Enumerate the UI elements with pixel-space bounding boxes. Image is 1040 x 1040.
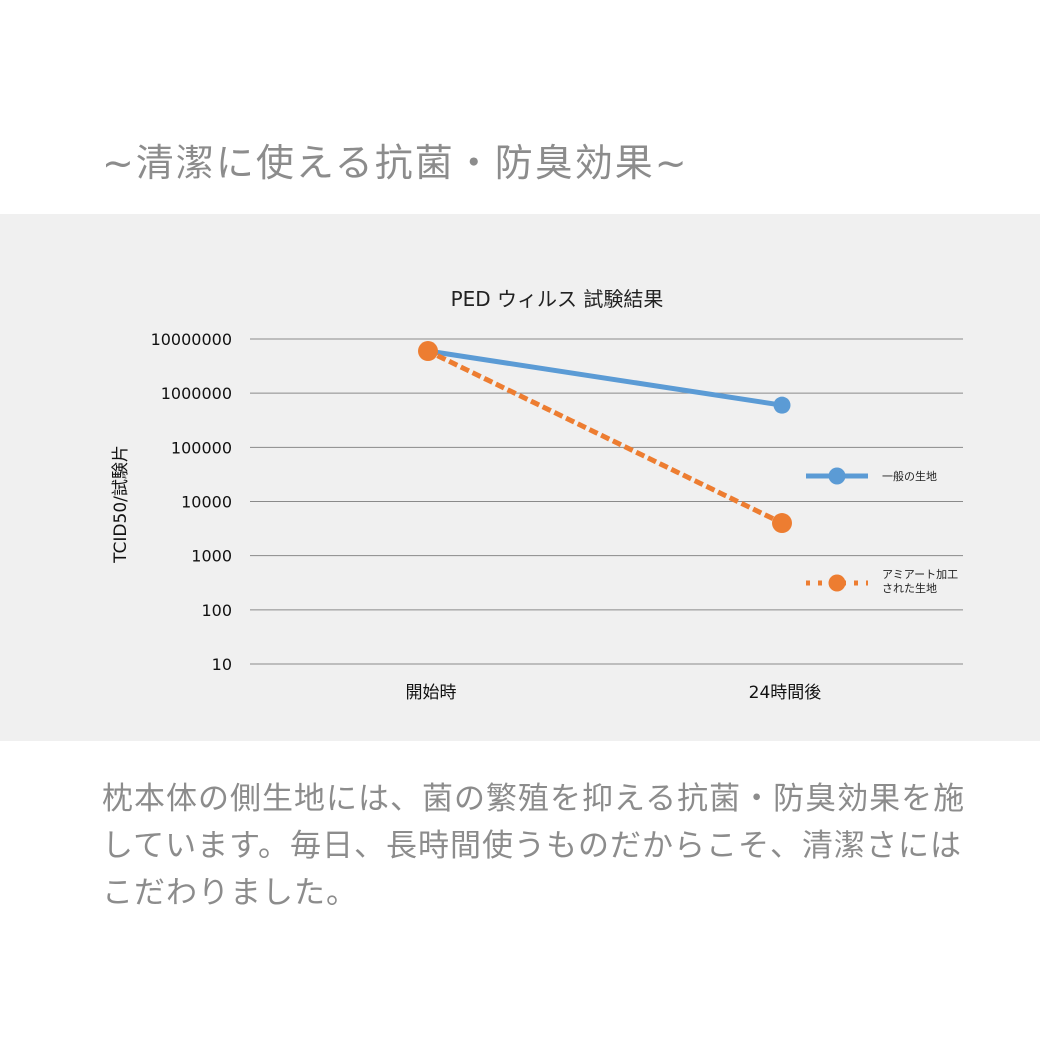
legend-label: された生地 [882, 581, 937, 595]
y-tick-label: 10000000 [151, 330, 232, 349]
description-text: 枕本体の側生地には、菌の繁殖を抑える抗菌・防臭効果を施しています。毎日、長時間使… [102, 781, 966, 911]
series-line [424, 347, 786, 527]
y-axis-label: TCID50/試験片 [111, 445, 131, 564]
y-tick-label: 1000000 [161, 384, 232, 403]
chart-panel: PED ウィルス 試験結果 10000000 1000000 100000 10000 1… [0, 214, 1040, 741]
chart-title: PED ウィルス 試験結果 [451, 287, 664, 311]
y-tick-label: 100 [201, 601, 232, 620]
legend-swatch-marker [828, 574, 846, 592]
data-point [772, 513, 792, 534]
y-tick-label: 10000 [181, 493, 232, 512]
section-heading: ~清潔に使える抗菌・防臭効果~ [102, 141, 689, 185]
legend-swatch-marker [828, 467, 846, 485]
data-point [418, 341, 438, 362]
line-chart: PED ウィルス 試験結果 10000000 1000000 100000 10000 1… [111, 287, 963, 703]
x-tick-label: 24時間後 [749, 683, 822, 703]
series-line [427, 348, 783, 408]
x-tick-label: 開始時 [406, 683, 457, 703]
y-tick-label: 1000 [191, 547, 232, 566]
data-point [773, 396, 791, 414]
legend-label: アミアート加工 [882, 568, 958, 581]
legend-label: 一般の生地 [882, 469, 937, 483]
y-tick-label: 10 [212, 655, 232, 674]
y-tick-label: 100000 [171, 438, 232, 457]
